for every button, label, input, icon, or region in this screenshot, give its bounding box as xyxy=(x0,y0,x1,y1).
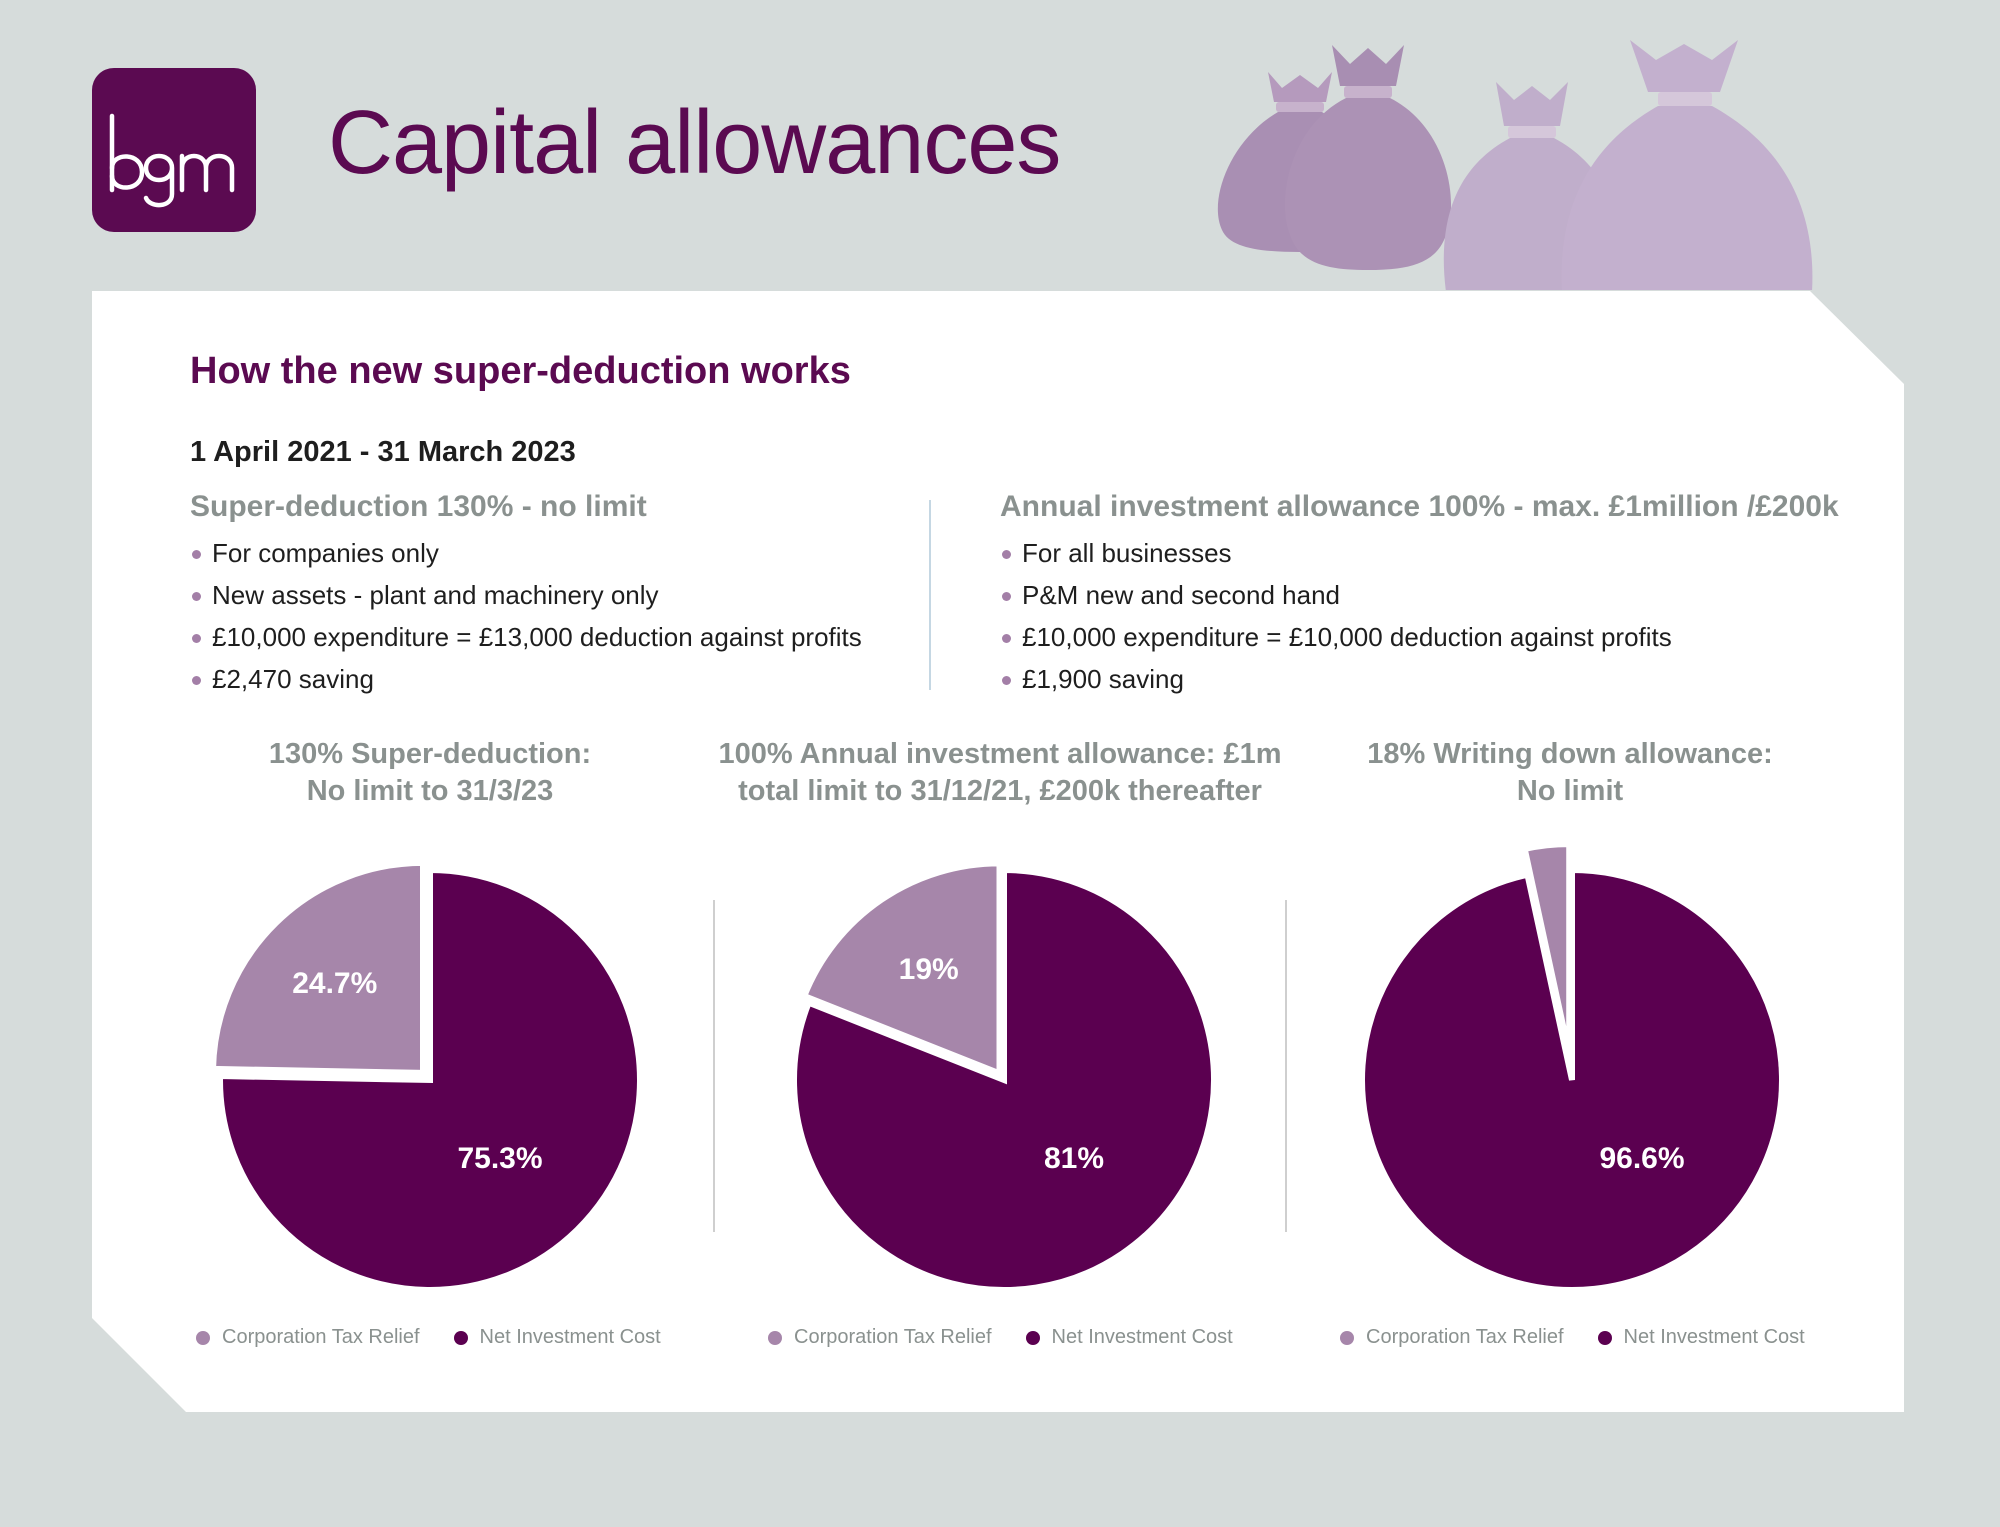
column-divider xyxy=(929,500,931,690)
chart-1-title-line-2: No limit to 31/3/23 xyxy=(306,775,554,807)
chart-1-legend: Corporation Tax Relief Net Investment Co… xyxy=(196,1326,695,1349)
list-item: For all businesses xyxy=(1000,532,1839,574)
chart-1-pie: 24.7% 75.3% xyxy=(209,859,643,1293)
legend-label-relief: Corporation Tax Relief xyxy=(222,1326,420,1348)
pie-slice-tax-relief xyxy=(800,860,1003,1078)
money-bags-icon xyxy=(1217,40,1813,290)
legend-item-net: Net Investment Cost xyxy=(1025,1326,1233,1349)
legend-label-net: Net Investment Cost xyxy=(479,1326,661,1348)
list-item: £10,000 expenditure = £10,000 deduction … xyxy=(1000,616,1839,658)
super-deduction-list: For companies only New assets - plant an… xyxy=(190,532,862,700)
legend-label-net: Net Investment Cost xyxy=(1051,1326,1233,1348)
legend-label-relief: Corporation Tax Relief xyxy=(794,1326,992,1348)
chart-divider xyxy=(1285,900,1287,1232)
chart-2-legend: Corporation Tax Relief Net Investment Co… xyxy=(768,1326,1267,1349)
chart-3-title-line-1: 18% Writing down allowance: xyxy=(1367,738,1773,770)
list-item: P&M new and second hand xyxy=(1000,574,1839,616)
aia-list: For all businesses P&M new and second ha… xyxy=(1000,532,1839,700)
pie-label-net-cost: 75.3% xyxy=(457,1142,542,1175)
section-title: How the new super-deduction works xyxy=(190,350,851,392)
legend-swatch-relief xyxy=(1340,1330,1354,1345)
chart-2-title: 100% Annual investment allowance: £1m to… xyxy=(680,736,1320,810)
pie-slice-tax-relief xyxy=(1521,841,1573,1055)
chart-2-pie: 19% 81% xyxy=(791,860,1217,1293)
legend-item-net: Net Investment Cost xyxy=(1597,1326,1805,1349)
chart-3-title: 18% Writing down allowance: No limit xyxy=(1330,736,1810,810)
chart-3-pie: 3.4% 96.6% xyxy=(1359,840,1785,1293)
chart-3-legend: Corporation Tax Relief Net Investment Co… xyxy=(1340,1326,1839,1349)
list-item: New assets - plant and machinery only xyxy=(190,574,862,616)
pie-label-net-cost: 81% xyxy=(1044,1142,1104,1175)
pie-label-net-cost: 96.6% xyxy=(1599,1142,1684,1175)
legend-item-relief: Corporation Tax Relief xyxy=(196,1326,420,1349)
chart-divider xyxy=(713,900,715,1232)
bgm-logo xyxy=(92,68,256,232)
date-range: 1 April 2021 - 31 March 2023 xyxy=(190,436,576,468)
pie-slice-tax-relief xyxy=(209,859,426,1076)
chart-2-title-line-1: 100% Annual investment allowance: £1m xyxy=(718,738,1282,770)
pie-slice-net-cost xyxy=(217,866,643,1293)
legend-swatch-net xyxy=(453,1330,468,1345)
chart-3-title-line-2: No limit xyxy=(1516,775,1624,807)
legend-item-net: Net Investment Cost xyxy=(453,1326,661,1349)
legend-swatch-relief xyxy=(196,1330,210,1345)
list-item: £2,470 saving xyxy=(190,658,862,700)
legend-swatch-net xyxy=(1597,1330,1612,1345)
chart-2-title-line-2: total limit to 31/12/21, £200k thereafte… xyxy=(738,775,1262,807)
legend-label-relief: Corporation Tax Relief xyxy=(1366,1326,1564,1348)
legend-item-relief: Corporation Tax Relief xyxy=(768,1326,992,1349)
aia-column: Annual investment allowance 100% - max. … xyxy=(1000,490,1839,700)
list-item: £10,000 expenditure = £13,000 deduction … xyxy=(190,616,862,658)
super-deduction-heading: Super-deduction 130% - no limit xyxy=(190,490,647,523)
aia-heading: Annual investment allowance 100% - max. … xyxy=(1000,490,1839,523)
legend-swatch-net xyxy=(1025,1330,1040,1345)
super-deduction-column: Super-deduction 130% - no limit For comp… xyxy=(190,490,862,700)
page-title: Capital allowances xyxy=(328,93,1061,193)
pie-slice-net-cost xyxy=(1359,866,1785,1293)
list-item: £1,900 saving xyxy=(1000,658,1839,700)
chart-1-title-line-1: 130% Super-deduction: xyxy=(268,738,592,770)
pie-slice-net-cost xyxy=(791,866,1217,1293)
legend-item-relief: Corporation Tax Relief xyxy=(1340,1326,1564,1349)
chart-1-title: 130% Super-deduction: No limit to 31/3/2… xyxy=(190,736,670,810)
pie-label-tax-relief: 3.4% xyxy=(1495,840,1563,846)
legend-label-net: Net Investment Cost xyxy=(1623,1326,1805,1348)
pie-label-tax-relief: 19% xyxy=(899,953,959,986)
list-item: For companies only xyxy=(190,532,862,574)
legend-swatch-relief xyxy=(768,1330,782,1345)
bgm-logo-mark xyxy=(109,113,235,208)
pie-label-tax-relief: 24.7% xyxy=(292,967,377,1000)
